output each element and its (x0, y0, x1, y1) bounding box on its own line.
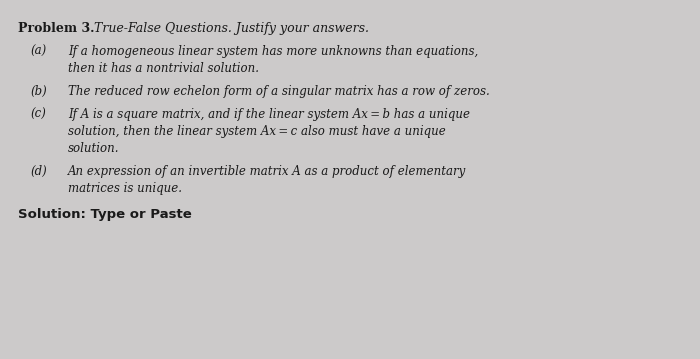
Text: If A is a square matrix, and if the linear system Ax = b has a unique: If A is a square matrix, and if the line… (68, 108, 470, 121)
Text: (b): (b) (30, 85, 47, 98)
Text: The reduced row echelon form of a singular matrix has a row of zeros.: The reduced row echelon form of a singul… (68, 85, 490, 98)
Text: If a homogeneous linear system has more unknowns than equations,: If a homogeneous linear system has more … (68, 45, 478, 58)
Text: then it has a nontrivial solution.: then it has a nontrivial solution. (68, 62, 259, 75)
Text: (a): (a) (30, 45, 46, 58)
Text: An expression of an invertible matrix A as a product of elementary: An expression of an invertible matrix A … (68, 165, 466, 178)
Text: (c): (c) (30, 108, 46, 121)
Text: solution, then the linear system Ax = c also must have a unique: solution, then the linear system Ax = c … (68, 125, 446, 138)
Text: Solution: Type or Paste: Solution: Type or Paste (18, 208, 192, 221)
Text: True-False Questions. Justify your answers.: True-False Questions. Justify your answe… (90, 22, 369, 35)
Text: matrices is unique.: matrices is unique. (68, 182, 182, 195)
Text: Problem 3.: Problem 3. (18, 22, 95, 35)
Text: solution.: solution. (68, 142, 120, 155)
Text: (d): (d) (30, 165, 47, 178)
